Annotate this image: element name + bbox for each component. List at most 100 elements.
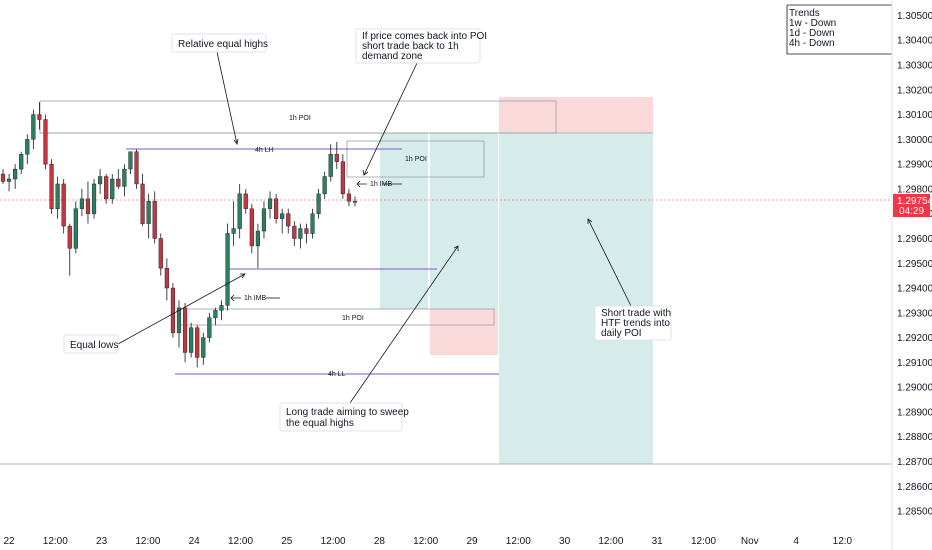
candle-body (25, 139, 30, 155)
price-tick-label: 1.28500 (897, 507, 932, 518)
poi-1h-right-box[interactable] (346, 140, 485, 178)
candle (31, 109, 36, 150)
arrow-head-icon (233, 138, 239, 145)
candle (195, 325, 200, 368)
candle-body (49, 163, 54, 209)
candle (152, 191, 157, 244)
long-trade-stop-zone[interactable] (430, 309, 498, 355)
candle (346, 188, 352, 207)
time-tick-label: 25 (281, 536, 293, 547)
candle (304, 223, 309, 244)
time-tick-label: 12:00 (691, 536, 716, 547)
price-tick-label: 1.29100 (897, 358, 932, 369)
candle-body (219, 305, 224, 311)
time-tick-label: 22 (3, 536, 15, 547)
label-1h-imb-upper: 1h IMB (370, 181, 393, 188)
price-tick-label: 1.29600 (897, 234, 932, 245)
candle-body (328, 154, 333, 177)
time-tick-label: 12:0 (833, 536, 853, 547)
time-tick-label: 31 (652, 536, 664, 547)
candle (207, 312, 212, 343)
candle-body (79, 198, 84, 209)
candles (0, 102, 358, 368)
long-trade-target-zone[interactable] (380, 133, 428, 309)
time-tick-label: 12:00 (135, 536, 160, 547)
candle (158, 233, 163, 276)
label-1h-poi-top: 1h POI (289, 115, 311, 122)
candle-body (189, 327, 194, 353)
candle-body (195, 327, 200, 358)
annotation-if-price[interactable]: If price comes back into POI short trade… (355, 28, 487, 64)
time-tick-label: 12:00 (321, 536, 346, 547)
arrow-head-icon (587, 218, 593, 224)
candle (328, 144, 333, 182)
candle (176, 300, 182, 348)
current-price-label: 1.29754 04:29 (893, 194, 932, 217)
candle (182, 302, 188, 363)
price-axis[interactable]: 1.30500 1.30400 1.30300 1.30200 1.30100 1.300… (891, 0, 932, 550)
candle-body (292, 225, 297, 239)
time-tick-label: 24 (189, 536, 201, 547)
candle-body (73, 208, 78, 249)
trends-box[interactable]: Trends 1w - Down 1d - Down 4h - Down (786, 4, 892, 55)
candle-body (310, 213, 315, 234)
time-tick-label: 23 (96, 536, 108, 547)
candle (49, 159, 54, 214)
candle-body (322, 176, 327, 195)
candle (79, 188, 84, 217)
candle (189, 322, 194, 358)
candle-body (37, 114, 42, 120)
candle-body (255, 230, 260, 247)
price-tick-label: 1.29300 (897, 308, 932, 319)
candle (116, 169, 121, 189)
candle-body (286, 213, 291, 227)
candle (140, 174, 145, 227)
annotation-text-line1: Long trade aiming to sweep (286, 407, 409, 418)
candle (122, 164, 127, 197)
price-tick-label: 1.28700 (897, 457, 932, 468)
annotation-text-line3: demand zone (362, 51, 423, 62)
annotation-relative-equal-highs[interactable]: Relative equal highs (171, 33, 268, 53)
time-tick-label: 12:00 (598, 536, 623, 547)
candle-body (243, 193, 248, 209)
time-tick-label: 28 (374, 536, 386, 547)
price-tick-label: 1.30300 (897, 61, 932, 72)
candle-body (316, 193, 321, 214)
candle (37, 102, 42, 130)
candle (164, 258, 169, 301)
short-trade-stop-zone-htf[interactable] (499, 97, 653, 133)
annotation-long-trade[interactable]: Long trade aiming to sweep the equal hig… (279, 402, 409, 432)
candle (67, 223, 72, 276)
label-1h-poi-lower: 1h POI (342, 315, 364, 322)
candle (340, 154, 345, 199)
short-trade-target-zone-htf[interactable] (499, 133, 653, 464)
pointer-equal-lows (117, 273, 246, 345)
annotation-equal-lows[interactable]: Equal lows (63, 334, 119, 354)
candle-body (249, 208, 254, 247)
long-trade-target-zone-2[interactable] (430, 133, 498, 309)
candle (249, 203, 254, 254)
annotation-text-line2: short trade back to 1h (362, 41, 459, 52)
arrow-head-icon (453, 245, 459, 251)
candle (219, 300, 224, 321)
time-tick-label: 12:00 (228, 536, 253, 547)
levels (0, 100, 892, 465)
candle-body (346, 193, 352, 202)
current-price-countdown: 04:29 (899, 206, 924, 217)
time-axis[interactable]: 22 12:00 23 12:00 24 12:00 25 12:00 28 12:00 29 12:… (3, 536, 852, 547)
pointer-if-price (363, 62, 418, 176)
candle (98, 169, 103, 194)
candle (267, 191, 273, 219)
price-tick-label: 1.30200 (897, 85, 932, 96)
candle (352, 196, 358, 207)
time-tick-label: 30 (559, 536, 571, 547)
candle-body (231, 228, 236, 234)
annotation-short-trade[interactable]: Short trade with HTF trends into daily P… (594, 305, 672, 341)
candle (286, 208, 291, 234)
price-axis-ticks: 1.30500 1.30400 1.30300 1.30200 1.30100 1.300… (897, 11, 932, 518)
candle-body (237, 193, 242, 229)
candle (292, 221, 297, 246)
current-price-value: 1.29754 (897, 196, 932, 207)
candle (146, 193, 151, 239)
